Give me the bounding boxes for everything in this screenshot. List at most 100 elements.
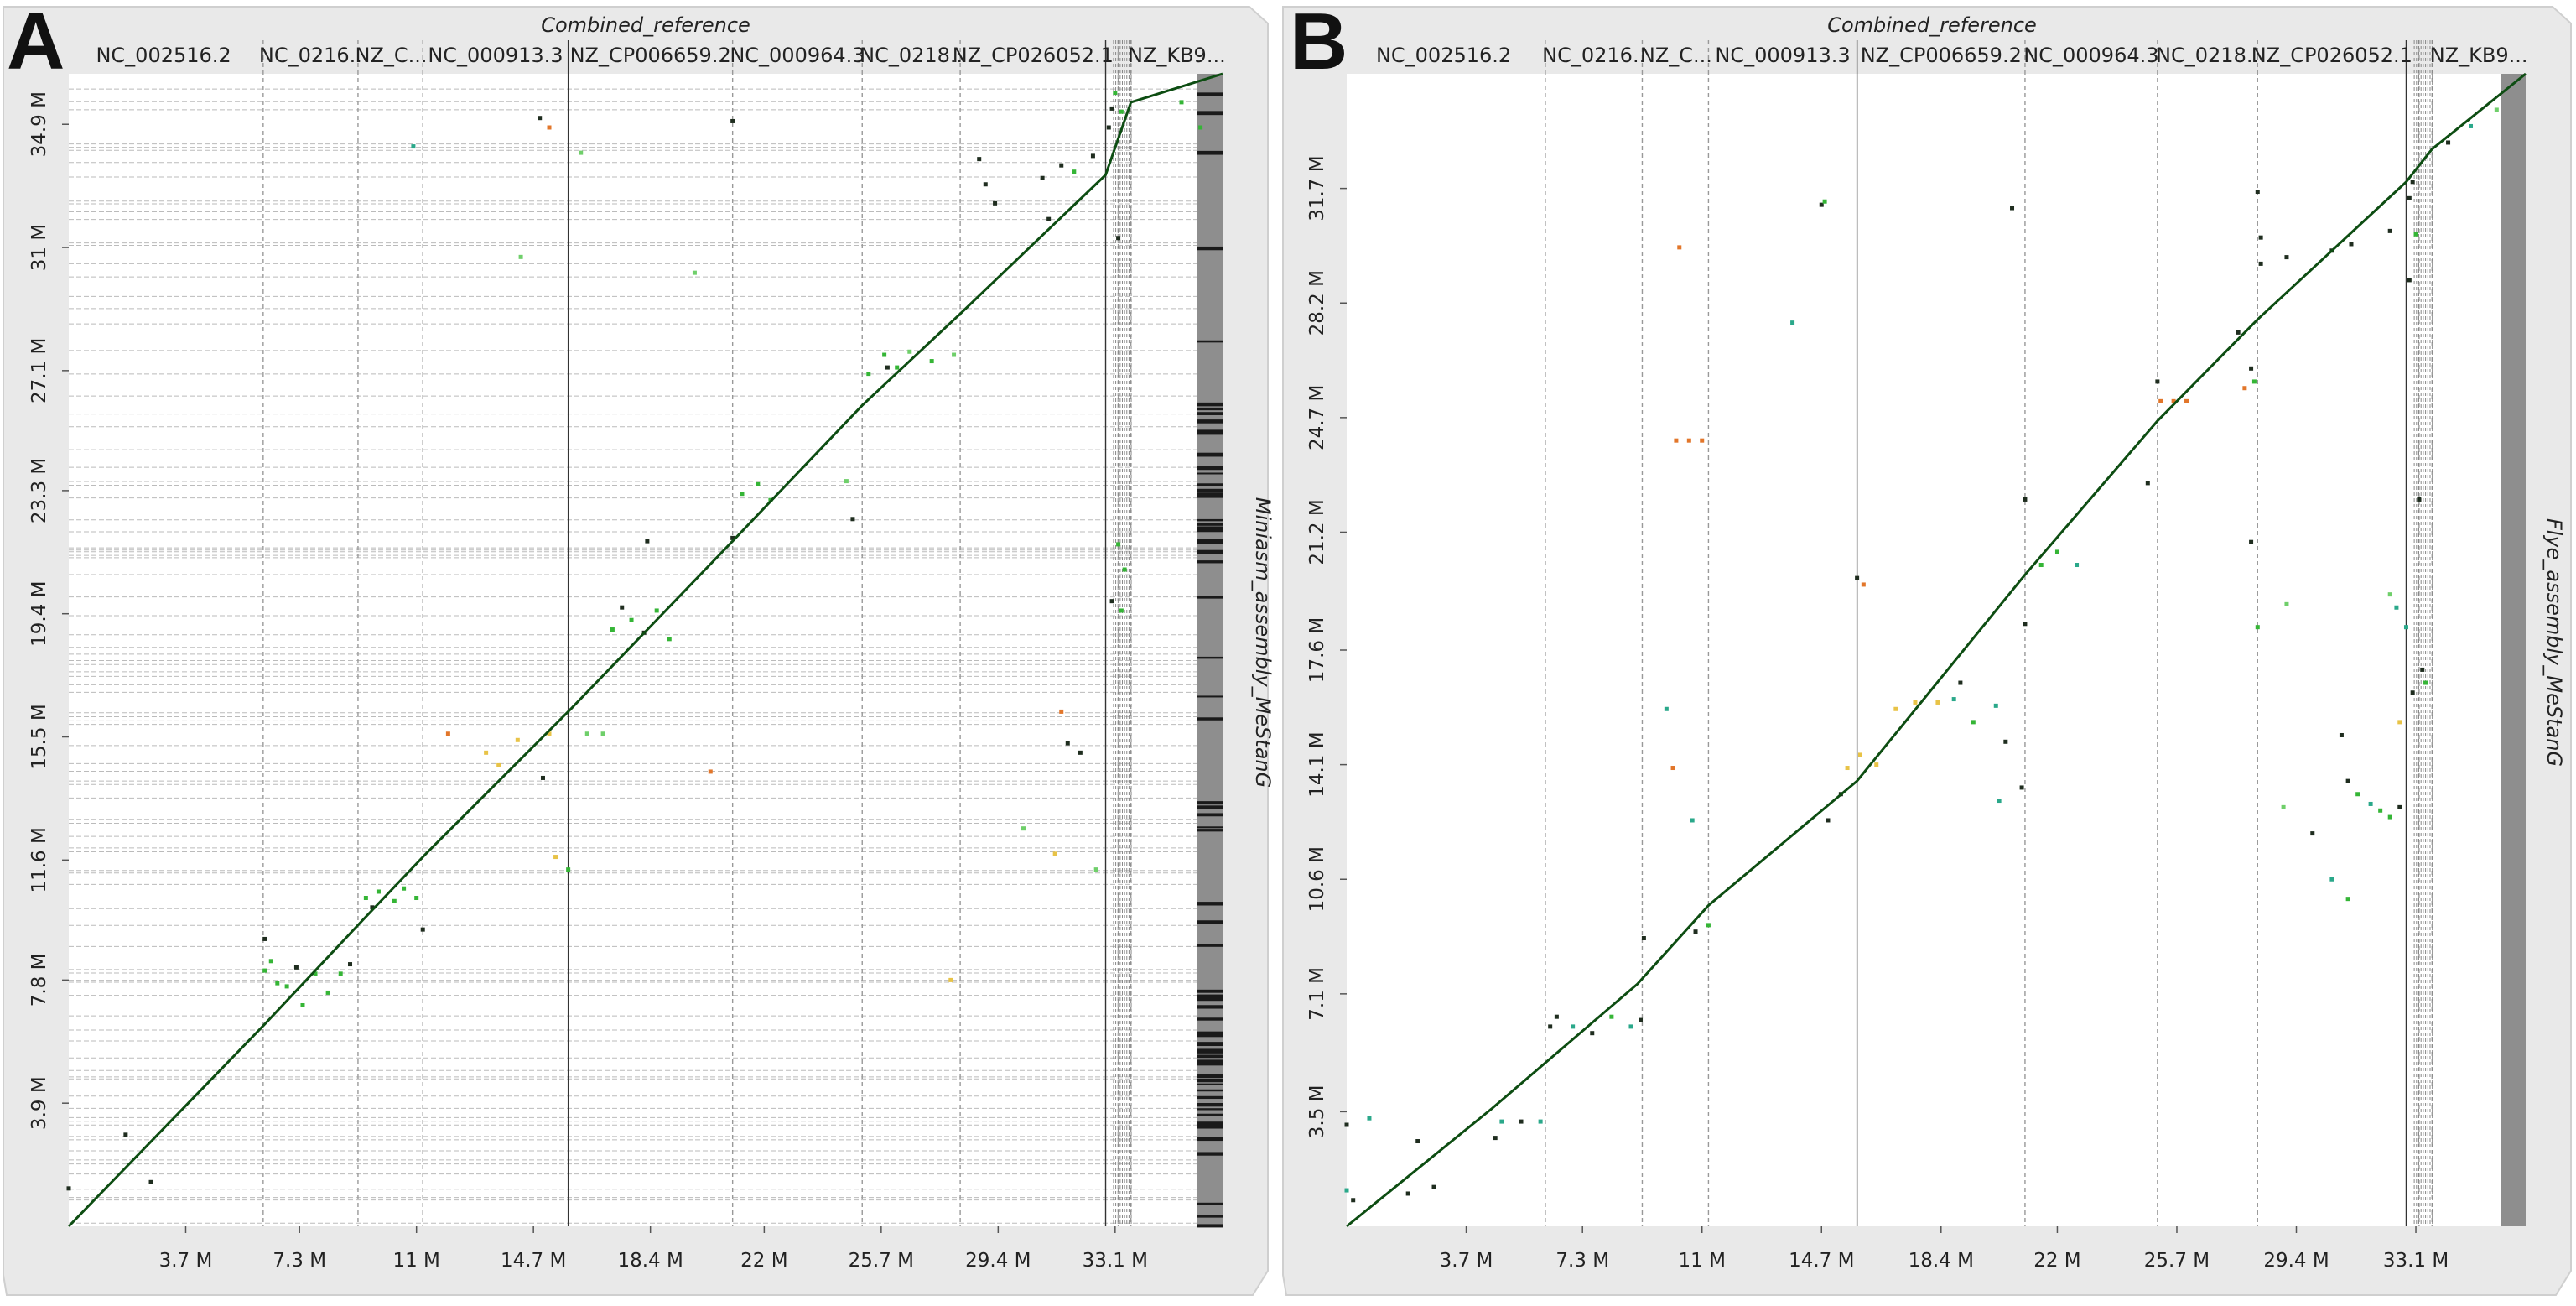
y-tick-label: 19.4 M [29,581,50,647]
alignment-point [1367,1116,1372,1121]
query-contig-boundary-mark [1197,1033,1223,1038]
alignment-point [1826,818,1831,823]
alignment-point [148,1179,153,1184]
x-tick-label: 25.7 M [849,1250,914,1272]
y-tick-label: 10.6 M [1306,846,1328,912]
alignment-point [1090,153,1095,159]
alignment-point [1861,582,1866,587]
query-contig-boundary-mark [1197,407,1223,411]
alignment-point [2417,497,2422,502]
alignment-point [866,372,871,377]
reference-contig-label: NC_0216.. [1542,44,1645,67]
alignment-point [2145,481,2150,486]
alignment-point [1677,245,1682,250]
alignment-point [1686,438,1691,443]
alignment-point [262,936,267,941]
query-contig-boundary-mark [1197,1059,1223,1064]
alignment-point [2403,625,2408,630]
alignment-point [1700,438,1705,443]
alignment-point [2397,720,2402,725]
y-tick-label: 3.5 M [1306,1085,1328,1139]
query-contig-boundary-mark [1197,402,1223,407]
query-contig-boundary-mark [1197,246,1223,251]
alignment-point [2242,386,2247,391]
y-tick-label: 3.9 M [29,1076,50,1130]
alignment-point [1822,199,1827,204]
alignment-point [1072,169,1077,174]
alignment-point [1119,109,1124,114]
alignment-point [600,731,605,736]
alignment-point [2010,206,2015,211]
query-contig-boundary-mark [1197,483,1223,486]
alignment-point [2155,379,2160,384]
alignment-point [1674,438,1679,443]
query-contig-boundary-mark [1197,488,1223,492]
panel-a-x-title: Combined_reference [541,13,750,37]
alignment-point [2407,278,2412,283]
alignment-point [882,352,887,357]
y-tick-label: 11.6 M [29,827,50,892]
panel-b-y-title: Flye_assembly_MeStanG [2542,518,2566,767]
y-tick-label: 7.8 M [29,954,50,1007]
alignment-point [1690,818,1695,823]
alignment-point [2249,366,2254,371]
panel-b-query-contig-bar [2501,74,2526,1226]
alignment-point [2075,563,2080,568]
alignment-point [1344,1188,1349,1193]
alignment-point [2355,792,2360,797]
query-contig-boundary-mark [1197,920,1223,924]
query-contig-bar-fill [2501,74,2526,1226]
alignment-point [284,984,289,989]
alignment-point [2038,563,2044,568]
alignment-point [1122,567,1127,572]
query-contig-boundary-mark [1197,560,1223,564]
y-tick-label: 31.7 M [1306,155,1328,221]
query-contig-boundary-mark [1197,1083,1223,1085]
query-contig-boundary-mark [1197,1054,1223,1059]
alignment-point [325,990,330,995]
alignment-point [2023,622,2028,627]
alignment-point [756,481,761,486]
y-tick-label: 7.1 M [1306,967,1328,1021]
alignment-point [1116,236,1121,241]
panel-a-reference-contig-labels: NC_002516.2 NC_0216..NZ_C... NC_000913.3 NZ… [96,44,1225,67]
panel-b-off-diagonal-points [1344,107,2499,1203]
alignment-point [1845,766,1850,771]
query-contig-boundary-mark [1197,996,1223,1002]
query-contig-boundary-mark [1197,528,1223,533]
query-contig-boundary-mark [1197,826,1223,829]
x-tick-label: 14.7 M [501,1250,566,1272]
alignment-point [2410,690,2415,695]
alignment-point [518,254,523,259]
query-contig-boundary-mark [1197,494,1223,498]
alignment-point [1641,936,1646,940]
query-contig-boundary-mark [1197,989,1223,993]
alignment-point [2387,814,2392,820]
query-contig-boundary-mark [1197,1042,1223,1047]
alignment-point [1078,750,1083,755]
alignment-point [667,637,672,642]
panel-a: A Combined_reference Miniasm_assembly_Me… [3,0,1275,1296]
alignment-point [844,479,849,484]
alignment-point [2281,804,2286,809]
y-tick-label: 34.9 M [29,91,50,157]
panel-b-plot-area [1347,74,2526,1226]
y-tick-label: 27.1 M [29,338,50,403]
query-contig-boundary-mark [1197,1074,1223,1079]
query-contig-boundary-mark [1197,518,1223,522]
alignment-point [2394,605,2399,610]
alignment-point [66,1186,71,1191]
alignment-point [1021,826,1026,831]
panel-a-query-contig-bar [1197,74,1223,1228]
reference-contig-label: NZ_CP026052.1 [953,44,1114,67]
query-contig-boundary-mark [1197,452,1223,457]
alignment-point [1819,202,1824,207]
alignment-point [300,1002,305,1007]
alignment-point [2158,398,2163,403]
query-contig-boundary-mark [1197,1108,1223,1111]
panel-a-alignment-diagonal [67,72,1223,1228]
alignment-point [850,517,855,522]
y-tick-label: 28.2 M [1306,270,1328,336]
panel-b-alignment-diagonal [1346,72,2527,1228]
alignment-point [445,731,450,736]
